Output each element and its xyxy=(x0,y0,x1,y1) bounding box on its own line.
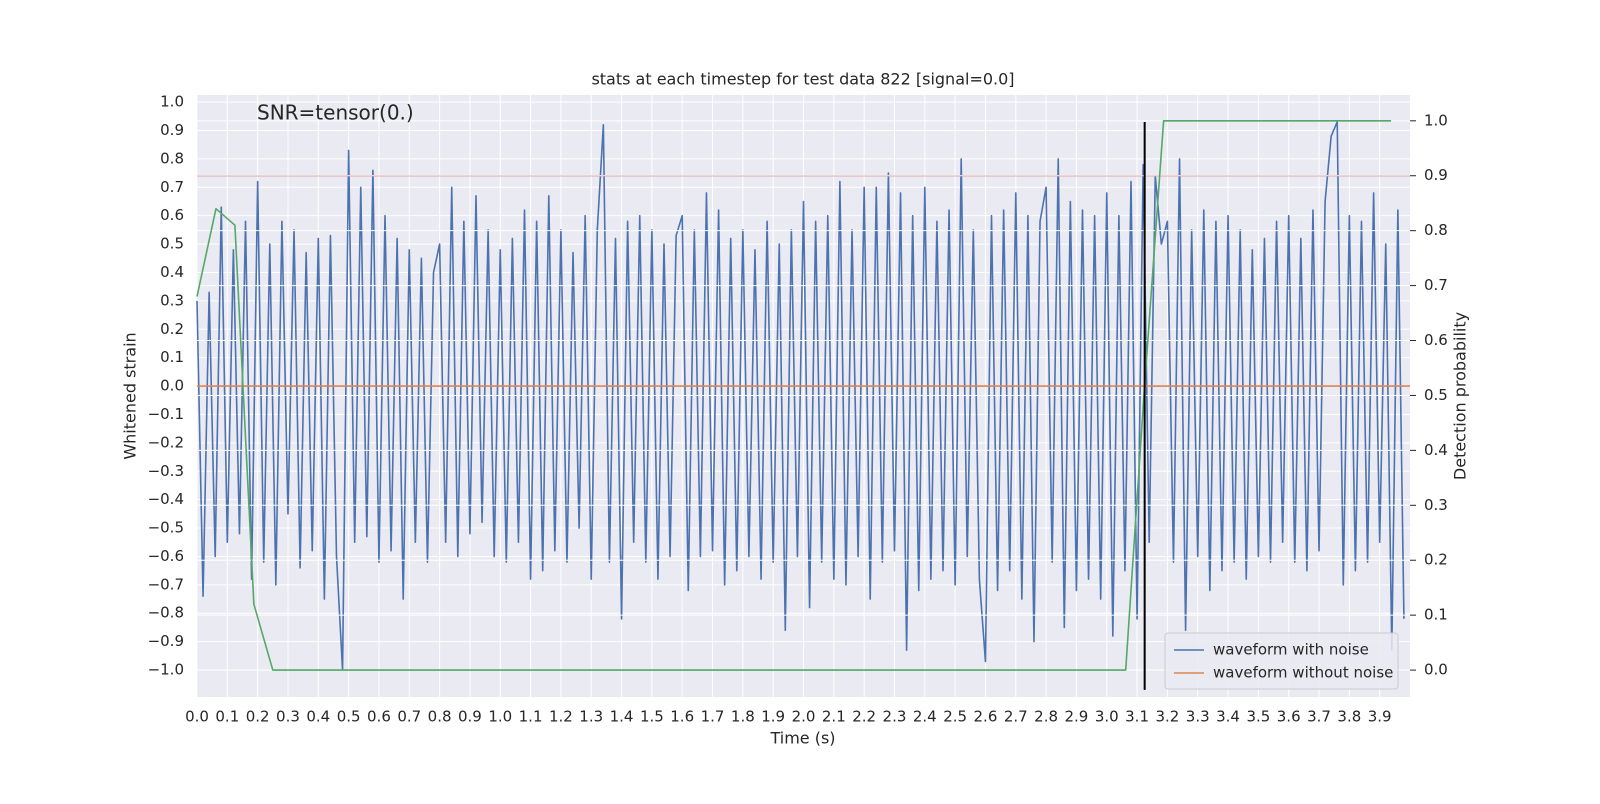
y-tick-label: −0.3 xyxy=(148,462,184,480)
x-tick-label: 0.3 xyxy=(276,708,300,726)
y2-tick-label: 0.9 xyxy=(1424,166,1448,184)
x-tick-label: 2.5 xyxy=(943,708,967,726)
x-tick-label: 3.0 xyxy=(1095,708,1119,726)
x-tick-label: 1.8 xyxy=(731,708,755,726)
y2-tick-label: 0.6 xyxy=(1424,331,1448,349)
x-tick-label: 2.0 xyxy=(792,708,816,726)
legend-label: waveform with noise xyxy=(1213,641,1369,659)
x-tick-label: 1.3 xyxy=(579,708,603,726)
annotation: SNR=tensor(0.) xyxy=(257,101,414,125)
y-tick-label: −1.0 xyxy=(148,661,184,679)
y-tick-label: 0.5 xyxy=(160,235,184,253)
x-tick-label: 3.3 xyxy=(1186,708,1210,726)
x-tick-label: 3.6 xyxy=(1277,708,1301,726)
legend: waveform with noise waveform without nois… xyxy=(1164,632,1399,690)
y-tick-label: 0.2 xyxy=(160,320,184,338)
x-tick-label: 2.9 xyxy=(1064,708,1088,726)
y2-tick-label: 0.5 xyxy=(1424,386,1448,404)
y-tick-label: 0.6 xyxy=(160,206,184,224)
y-tick-label: 0.3 xyxy=(160,291,184,309)
x-tick-label: 2.8 xyxy=(1034,708,1058,726)
y-tick-label: −0.2 xyxy=(148,433,184,451)
x-tick-label: 2.1 xyxy=(822,708,846,726)
x-tick-label: 0.0 xyxy=(185,708,209,726)
x-tick-label: 3.9 xyxy=(1368,708,1392,726)
x-tick-label: 2.7 xyxy=(1004,708,1028,726)
x-tick-label: 0.4 xyxy=(306,708,330,726)
y-tick-label: 0.4 xyxy=(160,263,184,281)
x-tick-label: 3.1 xyxy=(1125,708,1149,726)
x-tick-label: 3.5 xyxy=(1246,708,1270,726)
x-tick-label: 1.7 xyxy=(701,708,725,726)
series-line xyxy=(196,120,1392,671)
y2-tick-label: 0.1 xyxy=(1424,606,1448,624)
y2-tick-label: 0.3 xyxy=(1424,496,1448,514)
x-tick-label: 3.8 xyxy=(1337,708,1361,726)
legend-label: waveform without noise xyxy=(1213,664,1393,682)
x-tick-label: 2.2 xyxy=(852,708,876,726)
y2-axis-label: Detection probability xyxy=(1451,312,1470,480)
x-tick-label: 2.4 xyxy=(913,708,937,726)
x-tick-label: 1.4 xyxy=(610,708,634,726)
y-axis-label: Whitened strain xyxy=(121,332,140,459)
y-tick-label: −0.6 xyxy=(148,547,184,565)
x-tick-label: 2.6 xyxy=(974,708,998,726)
x-tick-label: 1.0 xyxy=(488,708,512,726)
x-tick-label: 0.7 xyxy=(397,708,421,726)
x-tick-label: 2.3 xyxy=(883,708,907,726)
y-tick-label: 0.8 xyxy=(160,149,184,167)
y-tick-label: −0.7 xyxy=(148,575,184,593)
grid xyxy=(196,95,1410,697)
x-tick-label: 1.9 xyxy=(761,708,785,726)
y-tick-label: −0.8 xyxy=(148,604,184,622)
x-tick-label: 1.6 xyxy=(670,708,694,726)
x-tick-label: 0.5 xyxy=(337,708,361,726)
x-tick-label: 1.2 xyxy=(549,708,573,726)
overlay xyxy=(196,120,1410,690)
y-tick-label: −0.4 xyxy=(148,490,184,508)
y-tick-label: 1.0 xyxy=(160,93,184,111)
series-line xyxy=(196,121,1405,671)
y2-tick-label: 0.4 xyxy=(1424,441,1448,459)
x-tick-label: 3.2 xyxy=(1155,708,1179,726)
x-tick-label: 0.2 xyxy=(246,708,270,726)
x-tick-label: 0.8 xyxy=(428,708,452,726)
x-tick-label: 0.1 xyxy=(215,708,239,726)
y-tick-label: 0.0 xyxy=(160,377,184,395)
x-tick-label: 0.6 xyxy=(367,708,391,726)
legend-box xyxy=(1164,632,1399,690)
chart-title: stats at each timestep for test data 822… xyxy=(591,70,1014,89)
y-tick-label: 0.9 xyxy=(160,121,184,139)
y2-tick-label: 0.8 xyxy=(1424,221,1448,239)
y-tick-label: −0.5 xyxy=(148,519,184,537)
y-tick-label: 0.7 xyxy=(160,178,184,196)
y2-tick-label: 0.7 xyxy=(1424,276,1448,294)
x-tick-label: 0.9 xyxy=(458,708,482,726)
x-tick-label: 3.7 xyxy=(1307,708,1331,726)
x-tick-label: 1.5 xyxy=(640,708,664,726)
y-tick-label: 0.1 xyxy=(160,348,184,366)
x-axis-label: Time (s) xyxy=(769,729,835,748)
y2-tick-label: 0.0 xyxy=(1424,661,1448,679)
y2-tick-label: 1.0 xyxy=(1424,111,1448,129)
x-tick-label: 1.1 xyxy=(519,708,543,726)
y-tick-label: −0.1 xyxy=(148,405,184,423)
y-tick-label: −0.9 xyxy=(148,632,184,650)
y2-tick-label: 0.2 xyxy=(1424,551,1448,569)
x-tick-label: 3.4 xyxy=(1216,708,1240,726)
